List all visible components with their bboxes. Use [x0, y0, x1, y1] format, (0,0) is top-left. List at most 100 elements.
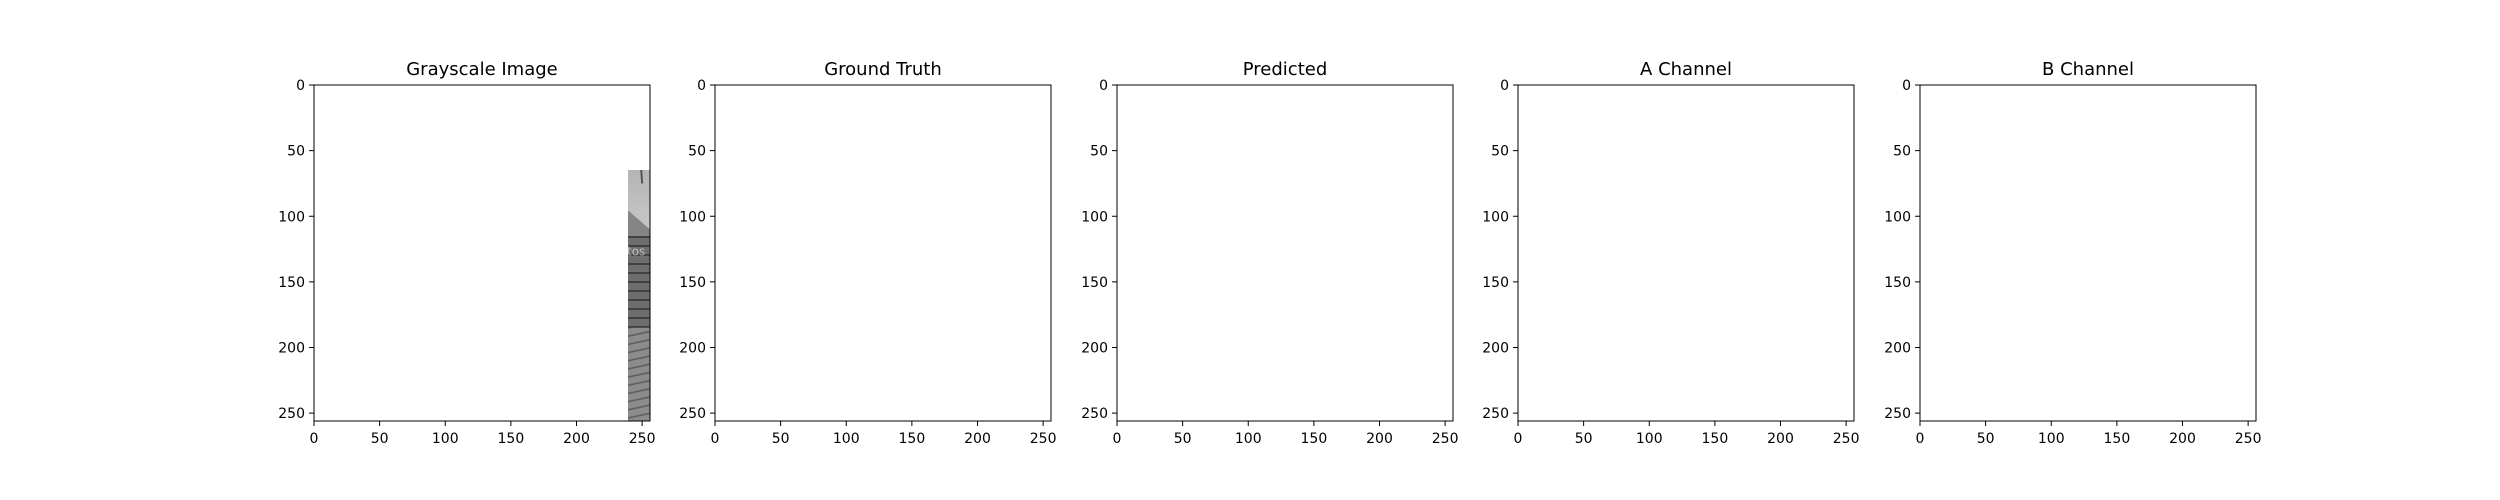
tree-trunk	[958, 85, 971, 177]
watermark: depositphotos	[2035, 245, 2120, 259]
watermark: depositphotos	[1699, 343, 1784, 357]
y-tick-label: 150	[679, 275, 706, 291]
watermark: depositphotos	[1633, 245, 1718, 259]
x-tick-label: 100	[1636, 431, 1663, 447]
stump	[508, 354, 526, 380]
stump	[1311, 354, 1329, 380]
right-cabin-roof	[2064, 138, 2256, 243]
tree-branch	[2025, 97, 2049, 134]
x-tick-label: 200	[964, 431, 991, 447]
tree-branch	[2249, 105, 2271, 135]
left-cabin-wall	[715, 216, 831, 334]
tree-branch	[447, 110, 469, 147]
x-tick-label: 50	[371, 431, 389, 447]
y-tick-label: 200	[1482, 341, 1509, 357]
middle-cabin	[1630, 190, 1696, 328]
left-cabin-wall	[314, 216, 430, 334]
left-cabin-doorway	[1564, 243, 1603, 328]
tree-branch	[1288, 96, 1312, 128]
watermark: depositphotos	[350, 343, 435, 357]
tree-trunk	[2163, 85, 2176, 177]
right-cabin-wall	[1673, 236, 1854, 328]
tree-branch	[1315, 106, 1337, 138]
watermark: depositphotos	[1153, 343, 1238, 357]
floor-planks	[1117, 315, 1453, 421]
y-tick-label: 0	[697, 78, 706, 94]
tree-branch	[1044, 105, 1066, 135]
y-tick-label: 0	[1500, 78, 1509, 94]
porch-post	[932, 243, 940, 335]
x-tick-label: 0	[1113, 431, 1122, 447]
x-tick-label: 50	[1977, 431, 1995, 447]
x-tick-label: 0	[310, 431, 319, 447]
tree-branch	[1446, 105, 1468, 135]
tree-branch	[1689, 96, 1713, 128]
right-cabin-wall	[1272, 236, 1453, 328]
wooden-floor	[628, 314, 650, 421]
x-tick-label: 250	[1030, 431, 1057, 447]
watermark: depositphotos	[1956, 343, 2041, 357]
x-tick-label: 150	[498, 431, 525, 447]
x-tick-label: 150	[2104, 431, 2131, 447]
axes-frame	[313, 84, 651, 422]
wooden-floor	[1117, 315, 1453, 421]
x-tick-label: 0	[711, 431, 720, 447]
floor-log	[1229, 348, 1380, 406]
y-tick-label: 200	[1884, 341, 1911, 357]
right-cabin-logs	[1673, 236, 1854, 328]
y-tick-label: 200	[278, 341, 305, 357]
tree-trunk	[1840, 85, 1847, 183]
x-tick-label: 0	[1514, 431, 1523, 447]
x-tick-label: 200	[1767, 431, 1794, 447]
tree-trunk	[2202, 85, 2215, 197]
left-cabin-wall	[1518, 216, 1634, 334]
panel-image: depositphotos depositphotos depositphotos d…	[314, 96, 650, 421]
middle-cabin	[827, 190, 893, 328]
y-tick-label: 250	[679, 406, 706, 422]
stump	[2114, 354, 2132, 380]
wooden-floor	[715, 315, 1051, 421]
left-cabin-roof	[715, 157, 833, 232]
porch-post	[886, 243, 894, 328]
x-tick-label: 50	[1174, 431, 1192, 447]
y-tick-label: 150	[1884, 275, 1911, 291]
panel-image: depositphotos depositphotos depositphotos d…	[1114, 85, 1469, 421]
panel-grayscale: Grayscale Image depositphotos depositphoto…	[278, 59, 655, 447]
x-tick-label: 200	[1366, 431, 1393, 447]
x-tick-label: 100	[833, 431, 860, 447]
watermark: depositphotos	[712, 245, 797, 259]
channel-veil	[1518, 85, 1854, 421]
tree-branch	[1017, 95, 1041, 125]
panel-title: Predicted	[1243, 59, 1328, 80]
floor-planks	[715, 315, 1051, 421]
porch-post	[531, 243, 539, 335]
tree-trunk	[640, 170, 644, 184]
left-cabin-doorway	[1966, 243, 2005, 328]
watermark: depositphotos	[751, 343, 836, 357]
left-cabin-logs	[1518, 216, 1634, 334]
tree-branch	[2053, 110, 2075, 147]
floor-planks	[1920, 315, 2256, 421]
tree-branch	[2217, 107, 2239, 140]
tree-branch	[820, 97, 844, 134]
tree-trunk	[1439, 85, 1446, 183]
y-tick-label: 50	[688, 144, 706, 160]
tree-branch	[945, 94, 969, 122]
tree-branch	[2189, 96, 2213, 129]
tree-branch	[1820, 95, 1844, 125]
y-tick-label: 250	[1884, 406, 1911, 422]
tree-branch	[485, 96, 509, 128]
watermark: depositphotos	[1917, 245, 2002, 259]
porch-post	[1334, 243, 1342, 335]
tree-trunk	[1761, 85, 1774, 177]
tree-branch	[1419, 95, 1443, 125]
x-tick-label: 200	[563, 431, 590, 447]
tree-trunk	[1037, 85, 1044, 183]
panel-title: Grayscale Image	[406, 59, 558, 80]
axes-frame	[1919, 84, 2257, 422]
tree-branch	[913, 106, 935, 138]
watermark: depositphotos	[1232, 245, 1317, 259]
